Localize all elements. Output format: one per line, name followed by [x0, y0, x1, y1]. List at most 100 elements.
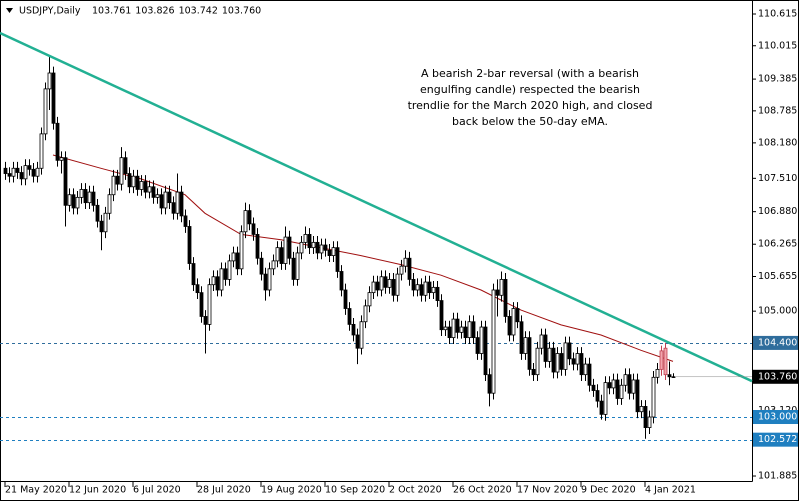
candle-body [611, 379, 616, 389]
candle-body [143, 181, 148, 193]
y-tick-label: 109.385 [758, 74, 797, 85]
level-box [753, 410, 798, 425]
candle-body [55, 122, 60, 161]
candle-body [447, 326, 452, 339]
candle-body [139, 181, 144, 190]
candle-body [227, 260, 232, 280]
candle-body [295, 252, 300, 280]
candle-body [559, 353, 564, 370]
candle-body [535, 347, 540, 376]
candle-body [419, 284, 424, 296]
candle-body [15, 167, 20, 173]
candle-body [79, 189, 84, 198]
candle-body [291, 257, 296, 280]
candle-body [659, 350, 664, 370]
candle-body [151, 186, 156, 198]
candle-body [539, 334, 544, 349]
candle-body [27, 165, 32, 170]
candle-body [527, 337, 532, 370]
candle-body [367, 292, 372, 307]
candle-body [39, 133, 44, 169]
candle-body [275, 247, 280, 262]
quote-value: 103.742 [179, 6, 218, 17]
candle-body [471, 321, 476, 339]
candle-body [59, 157, 64, 161]
y-tick-label: 106.880 [758, 206, 797, 217]
bid-box [753, 369, 798, 384]
candle-body [583, 363, 588, 376]
annotation-line: A bearish 2-bar reversal (with a bearish [421, 67, 639, 80]
candle-body [435, 286, 440, 301]
candle-body [119, 157, 124, 185]
candle-body [159, 194, 164, 209]
candle-body [327, 249, 332, 256]
candle-body [19, 172, 24, 180]
candle-body [123, 157, 128, 174]
candle-body [243, 210, 248, 233]
annotation: A bearish 2-bar reversal (with a bearish… [408, 67, 653, 128]
candle-body [599, 400, 604, 415]
candle-body [135, 175, 140, 190]
candle-body [31, 168, 36, 177]
candle-body [627, 374, 632, 394]
x-tick-label: 2 Oct 2020 [389, 485, 442, 496]
candle-body [179, 191, 184, 217]
candle-body [287, 236, 292, 259]
candle-body [455, 318, 460, 333]
candle-body [163, 191, 168, 209]
candle-body [503, 279, 508, 317]
candle-body [259, 257, 264, 275]
candle-body [235, 252, 240, 270]
candle-body [43, 88, 48, 135]
candle-body [11, 167, 16, 177]
y-tick-label: 106.265 [758, 239, 797, 250]
candle-body [251, 223, 256, 235]
candle-body [555, 353, 560, 373]
candle-body [75, 196, 80, 209]
candle-body [571, 358, 576, 365]
candle-body [547, 347, 552, 362]
candle-body [411, 279, 416, 291]
candle-body [479, 326, 484, 354]
candle-body [147, 186, 152, 193]
candle-body [587, 363, 592, 386]
ema-line [52, 154, 674, 362]
candle-body [299, 241, 304, 254]
candle-body [543, 334, 548, 362]
candle-body [671, 376, 676, 378]
candle-body [619, 384, 624, 399]
symbol: USDJPY,Daily [19, 6, 81, 17]
level-label: 102.572 [758, 434, 797, 445]
x-tick-label: 26 Oct 2020 [453, 485, 512, 496]
candle-body [271, 260, 276, 270]
candle-body [99, 220, 104, 233]
candle-body [663, 347, 668, 376]
candle-body [315, 241, 320, 254]
candle-body [183, 215, 188, 227]
candle-body [439, 300, 444, 331]
candle-body [107, 194, 112, 214]
annotation-line: back below the 50-day eMA. [452, 115, 608, 128]
level-label: 104.400 [758, 337, 797, 348]
candle-body [67, 194, 72, 206]
quote-value: 103.761 [92, 6, 131, 17]
candle-body [335, 247, 340, 272]
candle-body [207, 284, 212, 325]
candle-body [319, 244, 324, 254]
candle-body [215, 276, 220, 291]
candle-body [351, 323, 356, 336]
candle-body [531, 368, 536, 376]
candle-body [47, 72, 52, 90]
candle-body [95, 204, 100, 222]
candle-body [395, 273, 400, 296]
candle-body [87, 191, 92, 204]
candle-body [375, 281, 380, 291]
candle-body [339, 271, 344, 291]
quote-value: 103.760 [222, 6, 261, 17]
candle-body [187, 226, 192, 264]
candle-body [383, 276, 388, 288]
candle-body [415, 284, 420, 291]
level-box [753, 335, 798, 350]
candle-body [219, 268, 224, 291]
